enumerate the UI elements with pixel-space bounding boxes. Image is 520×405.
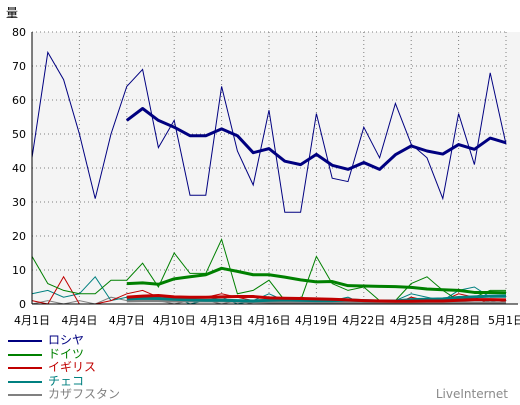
legend-label: ロシヤ xyxy=(48,333,85,347)
y-tick-label: 0 xyxy=(19,298,26,311)
y-tick-label: 50 xyxy=(12,128,26,141)
legend-label: イギリス xyxy=(48,360,97,374)
y-tick-label: 80 xyxy=(12,26,26,39)
x-tick-label: 4月7日 xyxy=(109,314,145,327)
legend-swatch xyxy=(8,340,42,342)
legend-label: ドイツ xyxy=(48,346,85,361)
y-tick-label: 40 xyxy=(12,162,26,175)
y-tick-label: 30 xyxy=(12,196,26,209)
legend-label: チェコ xyxy=(48,373,85,388)
x-tick-label: 4月1日 xyxy=(14,314,50,327)
legend-swatch xyxy=(8,367,42,369)
x-tick-label: 4月25日 xyxy=(390,314,433,327)
series-average-lines xyxy=(125,107,507,305)
series-average-line-2 xyxy=(126,266,507,295)
x-tick-label: 4月28日 xyxy=(437,314,480,327)
legend-label: カザフスタン xyxy=(48,387,121,401)
x-tick-label: 5月1日 xyxy=(488,314,520,327)
x-tick-label: 4月13日 xyxy=(200,314,243,327)
x-tick-labels: 4月1日 4月4日 4月7日 4月10日 4月13日 4月16日 4月19日 4月22日 4月2… xyxy=(14,314,520,327)
y-tick-label: 20 xyxy=(12,230,26,243)
y-tick-labels: 0 10 20 30 40 50 60 70 80 xyxy=(12,26,26,311)
legend-swatch xyxy=(8,380,42,383)
x-tick-label: 4月19日 xyxy=(295,314,338,327)
grid-lines xyxy=(31,31,507,304)
y-axis-label: 量 xyxy=(6,6,18,20)
y-tick-label: 10 xyxy=(12,264,26,277)
y-tick-label: 70 xyxy=(12,60,26,73)
x-tick-label: 4月4日 xyxy=(61,314,97,327)
brand-watermark: LiveInternet xyxy=(435,387,508,401)
legend-swatch xyxy=(8,394,42,396)
series-average-line-3 xyxy=(126,294,507,303)
series-average-line-1 xyxy=(125,107,507,171)
legend-swatch xyxy=(8,353,42,356)
series-average-line-4 xyxy=(126,294,507,303)
y-tick-label: 60 xyxy=(12,94,26,107)
x-tick-label: 4月16日 xyxy=(248,314,291,327)
x-tick-label: 4月10日 xyxy=(153,314,196,327)
series-line-2 xyxy=(31,237,506,302)
series-line-1 xyxy=(31,50,507,213)
x-tick-label: 4月22日 xyxy=(342,314,385,327)
